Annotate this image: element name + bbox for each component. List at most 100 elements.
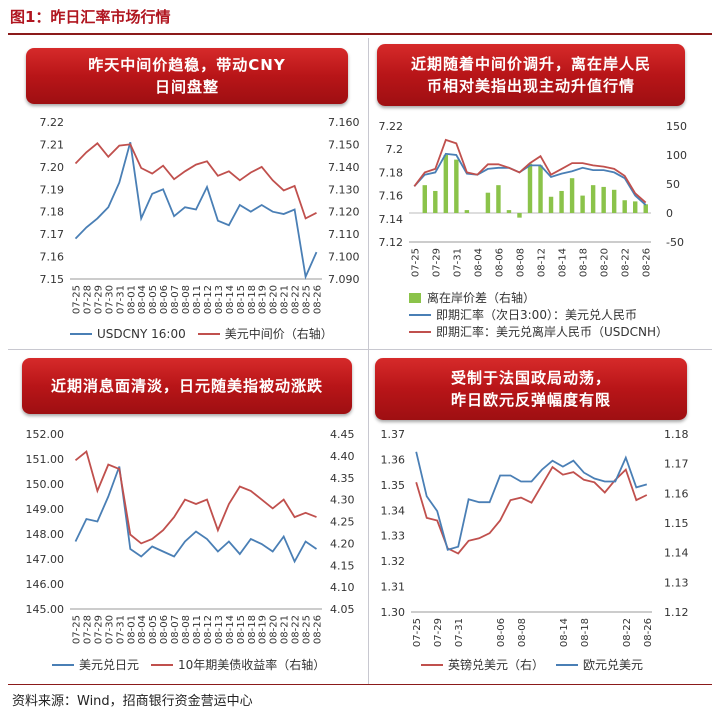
x-tick-label: 08-26 xyxy=(313,615,324,644)
right-axis-tick-label: 7.120 xyxy=(328,206,360,219)
legend-swatch xyxy=(409,313,431,316)
left-axis-tick-label: 152.00 xyxy=(26,428,65,441)
chart-banner: 受制于法国政局动荡， 昨日欧元反弹幅度有限 xyxy=(375,358,687,420)
x-tick-label: 08-06 xyxy=(159,615,170,644)
legend-label: 英镑兑美元（右） xyxy=(448,658,545,672)
legend-swatch xyxy=(421,663,443,666)
bar xyxy=(633,201,638,213)
right-axis-tick-label: 1.16 xyxy=(664,487,689,500)
series-line xyxy=(74,449,317,545)
chart-panel-cny: 昨天中间价趋稳，带动CNY 日间盘整 7.22 7.21 7.20 7.19 7.18 7… xyxy=(8,38,368,349)
right-axis-tick-label: 50 xyxy=(666,178,680,191)
x-tick-label: 08-12 xyxy=(203,285,214,314)
x-tick-label: 08-08 xyxy=(181,615,192,644)
legend-row: 即期汇率（次日3:00）：美元兑人民币 xyxy=(409,306,680,323)
legend-swatch xyxy=(409,330,431,333)
left-axis-tick-label: 7.18 xyxy=(379,166,404,179)
x-tick-label: 08-25 xyxy=(302,285,313,314)
right-axis-tick-label: 7.090 xyxy=(328,273,360,286)
x-tick-label: 08-22 xyxy=(291,615,302,644)
legend-swatch xyxy=(151,663,174,666)
x-tick-label: 08-05 xyxy=(148,285,159,314)
chart-panel-jpy: 近期消息面清淡，日元随美指被动涨跌 152.00 151.00 150.00 149.… xyxy=(8,350,368,684)
left-axis-tick-label: 7.22 xyxy=(40,116,65,129)
bar xyxy=(611,189,617,213)
right-axis-tick-label: 4.30 xyxy=(330,494,355,507)
right-axis-tick-label: 7.110 xyxy=(328,228,360,241)
banner-line: 近期随着中间价调升，离在岸人民 xyxy=(410,55,651,73)
chart-banner: 昨天中间价趋稳，带动CNY 日间盘整 xyxy=(26,48,348,104)
x-tick-label: 08-26 xyxy=(313,285,324,314)
series-line xyxy=(413,152,647,206)
left-axis-tick-label: 7.19 xyxy=(40,183,65,196)
right-axis-tick-label: 1.18 xyxy=(664,428,689,441)
x-tick-label: 08-08 xyxy=(181,285,192,314)
source-note: 资料来源：Wind，招商银行资金营运中心 xyxy=(12,694,253,709)
x-tick-label: 08-07 xyxy=(170,285,181,314)
bar xyxy=(538,165,543,213)
left-axis-tick-label: 147.00 xyxy=(26,553,65,566)
bar xyxy=(517,213,522,218)
left-axis-tick-label: 1.32 xyxy=(381,555,406,568)
x-tick-label: 08-11 xyxy=(192,615,203,644)
chart-legend: 美元兑日元 10年期美债收益率（右轴） xyxy=(52,656,337,673)
right-axis-tick-label: 4.25 xyxy=(330,516,355,529)
chart-legend: 离在岸价差（右轴） 即期汇率（次日3:00）：美元兑人民币即期汇率：美元兑离岸人民… xyxy=(409,289,680,340)
x-tick-label: 08-18 xyxy=(580,618,591,647)
banner-line: 受制于法国政局动荡， xyxy=(450,369,611,387)
legend-row: 离在岸价差（右轴） xyxy=(409,289,680,306)
x-tick-label: 08-12 xyxy=(203,615,214,644)
bar xyxy=(454,159,459,213)
bar xyxy=(580,195,585,213)
x-tick-label: 08-22 xyxy=(622,618,633,647)
legend-row: 即期汇率：美元兑离岸人民币（USDCNH） xyxy=(409,323,680,340)
bar xyxy=(590,185,596,213)
right-axis-tick-label: 7.130 xyxy=(328,183,360,196)
left-axis-tick-label: 151.00 xyxy=(26,453,65,466)
bar xyxy=(485,192,491,213)
x-tick-label: 08-14 xyxy=(225,285,236,314)
legend-label: USDCNY 16:00 xyxy=(97,326,186,341)
x-tick-label: 08-21 xyxy=(280,615,291,644)
chart-svg: 7.22 7.2 7.18 7.16 7.14 7.12 150 100 50 0 -50 07-25… xyxy=(379,120,688,277)
left-axis-tick-label: 1.36 xyxy=(381,453,406,466)
right-axis-tick-label: 7.150 xyxy=(328,138,360,151)
right-axis-tick-label: 4.05 xyxy=(330,603,355,616)
right-axis-tick-label: 4.20 xyxy=(330,537,355,550)
bar xyxy=(559,190,564,213)
banner-line: 近期消息面清淡，日元随美指被动涨跌 xyxy=(50,377,323,395)
legend-swatch xyxy=(556,663,579,666)
x-tick-label: 08-01 xyxy=(126,285,137,314)
title-rule xyxy=(8,33,712,35)
right-axis-tick-label: 150 xyxy=(666,120,687,133)
x-tick-label: 08-12 xyxy=(537,248,548,277)
x-tick-label: 08-04 xyxy=(137,615,148,644)
legend-item: 即期汇率：美元兑离岸人民币（USDCNH） xyxy=(409,323,668,340)
x-tick-label: 08-14 xyxy=(225,615,236,644)
series-line xyxy=(74,142,317,220)
x-tick-label: 07-28 xyxy=(82,615,93,644)
legend-label: 即期汇率：美元兑离岸人民币（USDCNH） xyxy=(436,325,669,339)
legend-label: 离在岸价差（右轴） xyxy=(427,291,536,305)
x-tick-label: 07-25 xyxy=(410,248,421,277)
left-axis-tick-label: 1.34 xyxy=(381,504,406,517)
right-axis-tick-label: 4.40 xyxy=(330,450,355,463)
x-tick-label: 08-06 xyxy=(494,248,505,277)
x-tick-label: 07-25 xyxy=(412,618,423,647)
legend-item: 美元兑日元 xyxy=(52,656,139,673)
right-axis-tick-label: 0 xyxy=(666,207,673,220)
bar xyxy=(527,163,533,213)
x-tick-label: 08-20 xyxy=(269,285,280,314)
x-tick-label: 07-29 xyxy=(93,615,104,644)
x-tick-label: 08-06 xyxy=(496,618,507,647)
left-axis-tick-label: 7.16 xyxy=(379,190,404,203)
series-line xyxy=(415,451,648,551)
left-axis-tick-label: 1.33 xyxy=(381,530,406,543)
bar xyxy=(422,185,427,213)
x-tick-label: 08-19 xyxy=(258,285,269,314)
chart-banner: 近期消息面清淡，日元随美指被动涨跌 xyxy=(22,358,352,414)
legend-item: 即期汇率（次日3:00）：美元兑人民币 xyxy=(409,306,637,323)
x-tick-label: 07-31 xyxy=(115,615,126,644)
legend-label: 美元兑日元 xyxy=(79,658,140,672)
right-axis-tick-label: 4.15 xyxy=(330,559,355,572)
